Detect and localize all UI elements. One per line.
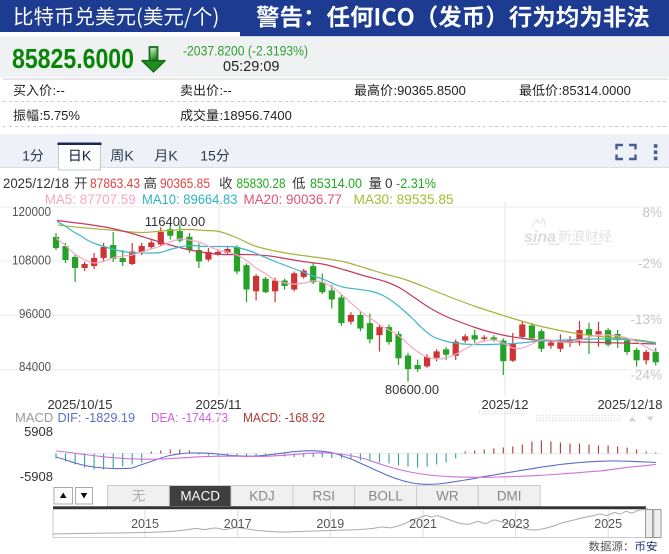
svg-text:80600.00: 80600.00 <box>385 382 439 397</box>
svg-text:K: K <box>82 148 92 164</box>
svg-text:85825.6000: 85825.6000 <box>12 43 134 74</box>
svg-text:-2037.8200 (-2.3193%): -2037.8200 (-2.3193%) <box>183 43 308 58</box>
svg-text::90365.8500: :90365.8500 <box>394 83 466 98</box>
svg-text:116400.00: 116400.00 <box>145 214 206 229</box>
svg-text:DMI: DMI <box>497 489 522 504</box>
svg-text:5908: 5908 <box>24 424 53 439</box>
svg-text:8%: 8% <box>642 205 662 220</box>
svg-text:MACD: MACD <box>180 489 220 504</box>
svg-text:85314.00: 85314.00 <box>310 176 362 191</box>
svg-text:15: 15 <box>200 148 216 164</box>
svg-text:sina: sina <box>524 229 556 246</box>
svg-text:MA5: 87707.59: MA5: 87707.59 <box>45 192 136 207</box>
svg-text:2025/11: 2025/11 <box>195 397 241 412</box>
svg-text:MA10: 89664.83: MA10: 89664.83 <box>142 192 238 207</box>
svg-text:2025/12/18: 2025/12/18 <box>3 176 69 191</box>
svg-text:2025/10/15: 2025/10/15 <box>47 397 112 412</box>
svg-text:1: 1 <box>22 148 30 164</box>
svg-text::18956.7400: :18956.7400 <box>220 108 292 123</box>
svg-text:RSI: RSI <box>313 489 336 504</box>
svg-text::85314.0000: :85314.0000 <box>559 83 631 98</box>
svg-text:MA30: 89535.85: MA30: 89535.85 <box>354 192 454 207</box>
svg-text:-5908: -5908 <box>20 469 53 484</box>
svg-text:2019: 2019 <box>316 517 344 531</box>
svg-text:-2.31%: -2.31% <box>396 176 436 191</box>
svg-text::5.75%: :5.75% <box>40 108 81 123</box>
svg-text:108000: 108000 <box>12 253 51 268</box>
svg-text:MACD: -168.92: MACD: -168.92 <box>243 410 325 425</box>
svg-text:WR: WR <box>436 489 459 504</box>
svg-text:2021: 2021 <box>409 517 437 531</box>
svg-text:MACD: MACD <box>15 410 53 425</box>
svg-text:2017: 2017 <box>224 517 252 531</box>
svg-text:K: K <box>124 148 134 164</box>
svg-text:2015: 2015 <box>131 517 159 531</box>
svg-text:-2%: -2% <box>638 256 662 271</box>
svg-text:K: K <box>168 148 178 164</box>
svg-text:2025/12/18: 2025/12/18 <box>597 397 662 412</box>
svg-text:87863.43: 87863.43 <box>90 176 140 191</box>
svg-text:85830.28: 85830.28 <box>237 176 286 191</box>
svg-text::--: :-- <box>53 83 65 98</box>
svg-text:90365.85: 90365.85 <box>160 176 210 191</box>
svg-text:2025: 2025 <box>594 517 622 531</box>
svg-text:BOLL: BOLL <box>368 489 403 504</box>
svg-text:2025/12: 2025/12 <box>482 397 529 412</box>
svg-text:05:29:09: 05:29:09 <box>223 58 280 75</box>
svg-text::--: :-- <box>220 83 232 98</box>
svg-text:120000: 120000 <box>12 204 51 219</box>
svg-text:DIF: -1829.19: DIF: -1829.19 <box>58 410 136 425</box>
svg-text:0: 0 <box>385 176 393 191</box>
svg-text:84000: 84000 <box>19 359 51 374</box>
svg-text:KDJ: KDJ <box>249 489 275 504</box>
svg-text:-13%: -13% <box>630 312 662 327</box>
svg-text:MA20: 90036.77: MA20: 90036.77 <box>244 192 343 207</box>
svg-text:-24%: -24% <box>630 368 662 383</box>
svg-text:2023: 2023 <box>502 517 530 531</box>
svg-text:96000: 96000 <box>19 306 51 321</box>
svg-text:DEA: -1744.73: DEA: -1744.73 <box>151 410 228 425</box>
